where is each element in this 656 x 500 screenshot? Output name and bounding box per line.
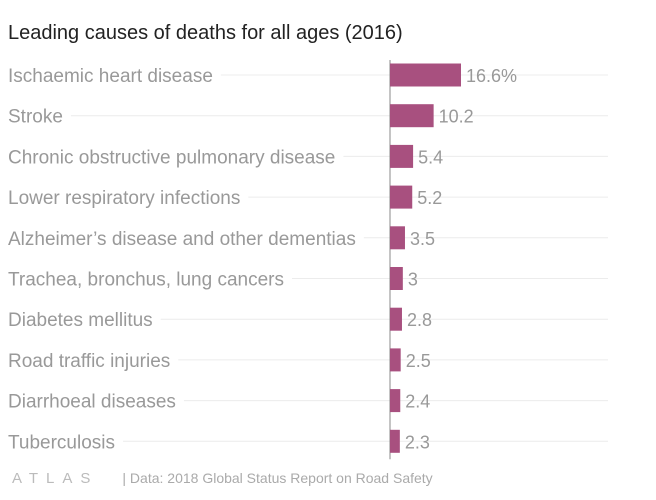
data-label: 2.5 [406,351,431,371]
category-label: Alzheimer’s disease and other dementias [8,229,356,250]
footer: ATLAS | Data: 2018 Global Status Report … [12,467,433,489]
data-label: 3 [408,270,418,290]
category-label: Diabetes mellitus [8,310,153,331]
data-label: 5.4 [418,147,443,167]
category-label: Trachea, bronchus, lung cancers [8,270,284,291]
data-label: 2.3 [405,432,430,452]
bar [390,348,401,372]
source-note: | Data: 2018 Global Status Report on Roa… [122,470,433,486]
bar [390,389,401,413]
category-label: Tuberculosis [8,432,115,453]
data-label: 3.5 [410,229,435,249]
category-label: Road traffic injuries [8,351,170,372]
data-label: 2.4 [405,392,430,412]
atlas-logo[interactable]: ATLAS [12,469,99,487]
category-label: Ischaemic heart disease [8,66,213,87]
category-label: Stroke [8,107,63,128]
data-label: 5.2 [417,188,442,208]
bar [390,104,434,128]
bar [390,226,405,250]
bar [390,267,403,290]
category-label: Diarrhoeal diseases [8,392,176,413]
data-label: 16.6% [466,66,517,86]
bar [390,429,400,453]
category-label: Chronic obstructive pulmonary disease [8,147,335,168]
bar [390,185,413,209]
category-label: Lower respiratory infections [8,188,240,209]
bar [390,307,402,331]
bar [390,144,414,168]
data-label: 10.2 [439,107,474,127]
data-label: 2.8 [407,310,432,330]
bar [390,63,461,87]
chart-title: Leading causes of deaths for all ages (2… [8,22,403,44]
